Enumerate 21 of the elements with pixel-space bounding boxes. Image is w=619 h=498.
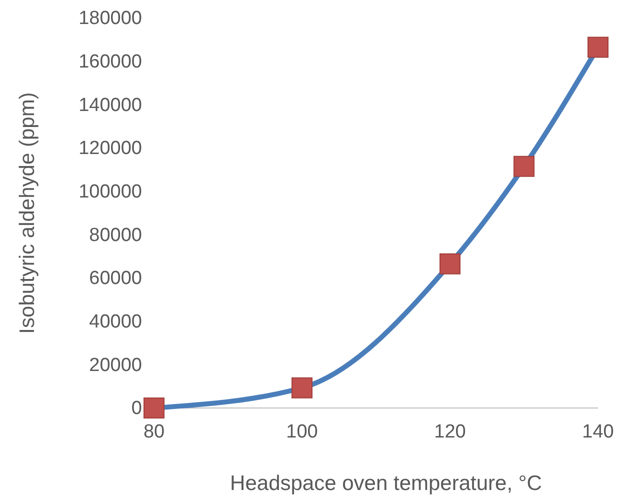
point <box>514 156 534 177</box>
x-tick-label: 120 <box>434 421 466 442</box>
y-tick-label: 100000 <box>78 181 142 202</box>
y-tick-label: 40000 <box>89 311 142 332</box>
x-axis-title: Headspace oven temperature, °C <box>230 472 542 495</box>
y-axis-title: Isobutyric aldehyde (ppm) <box>16 92 39 334</box>
point <box>440 253 460 274</box>
y-tick-label: 180000 <box>78 8 142 30</box>
x-tick-label: 80 <box>143 421 165 442</box>
x-tick-label: 100 <box>286 421 318 442</box>
y-tick-label: 0 <box>131 398 142 420</box>
y-tick-label: 120000 <box>78 138 142 160</box>
y-tick-label: 60000 <box>89 268 142 290</box>
y-tick-label: 160000 <box>78 51 142 72</box>
point <box>144 398 164 418</box>
y-tick-label: 140000 <box>78 94 142 116</box>
y-tick-label: 20000 <box>89 354 142 376</box>
x-tick-label: 140 <box>582 421 614 442</box>
point <box>292 377 312 398</box>
point <box>588 36 608 58</box>
y-tick-label: 80000 <box>89 224 142 246</box>
